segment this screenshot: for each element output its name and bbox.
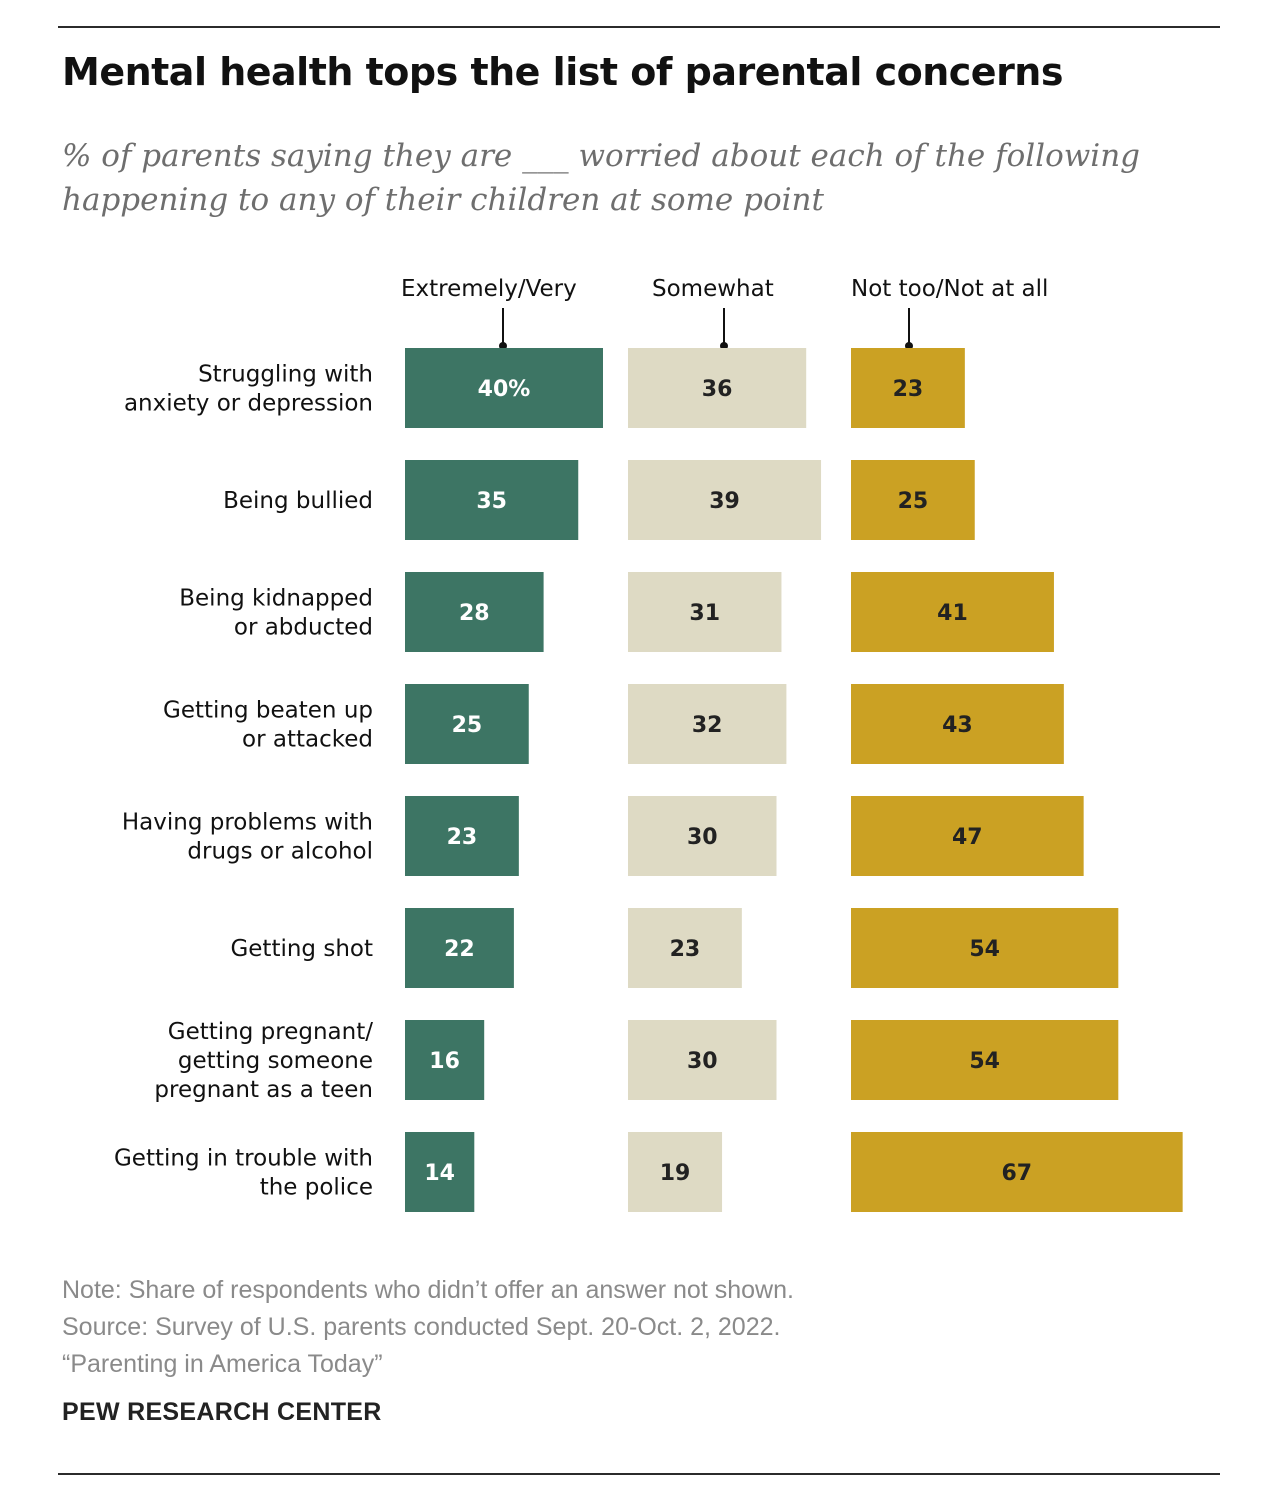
data-label: 39 [709,489,740,514]
bar [405,572,544,652]
category-label: pregnant as a teen [154,1077,373,1103]
category-label: Being bullied [223,488,373,514]
bar [628,1020,777,1100]
data-label: 14 [424,1161,455,1186]
bar [628,572,782,652]
brand-logo-text: PEW RESEARCH CENTER [62,1398,382,1426]
data-label: 43 [942,713,973,738]
bar [405,1132,475,1212]
bar [851,572,1054,652]
chart-subtitle: % of parents saying they are ___ worried… [62,138,1141,218]
bar [851,796,1084,876]
column-header-0: Extremely/Very [401,276,577,302]
category-label: anxiety or depression [124,391,373,417]
bar [628,460,822,540]
bar [628,684,787,764]
bar [851,1132,1183,1212]
column-header-2: Not too/Not at all [851,276,1048,302]
top-rule [58,26,1220,28]
bottom-rule [58,1473,1220,1475]
source-text: Source: Survey of U.S. parents conducted… [62,1313,781,1341]
bar [405,684,529,764]
category-label: drugs or alcohol [187,839,373,865]
data-label: 23 [670,937,701,962]
bar [405,908,514,988]
category-label: getting someone [178,1048,373,1074]
data-label: 35 [476,489,507,514]
data-label: 23 [447,825,478,850]
data-label: 36 [702,377,733,402]
bar-chart: Extremely/Very Somewhat Not too/Not at all… [114,276,1183,1212]
column-header-1: Somewhat [652,276,774,302]
bar [628,1132,723,1212]
category-label: Being kidnapped [179,586,373,612]
data-label: 25 [452,713,483,738]
data-label: 22 [444,937,475,962]
category-label: or attacked [242,727,373,753]
category-label: Struggling with [198,362,373,388]
category-label: or abducted [234,615,373,641]
data-label: 19 [660,1161,691,1186]
bar [851,908,1119,988]
data-label: 30 [687,825,718,850]
bar [628,796,777,876]
bar [851,684,1064,764]
data-label: 28 [459,601,490,626]
data-label: 47 [952,825,983,850]
bar [405,460,579,540]
bar [851,460,975,540]
category-label: the police [260,1175,373,1201]
data-label: 25 [898,489,929,514]
data-label: 16 [429,1049,460,1074]
report-title: “Parenting in America Today” [62,1350,383,1378]
category-label: Getting shot [230,936,373,962]
data-label: 41 [937,601,968,626]
category-label: Having problems with [122,810,373,836]
data-label: 54 [969,1049,1000,1074]
bar [405,796,519,876]
data-label: 31 [689,601,720,626]
bar [851,348,965,428]
bar [405,348,603,428]
data-label: 54 [969,937,1000,962]
category-label: Getting in trouble with [114,1146,373,1172]
bar [628,348,807,428]
bar [405,1020,485,1100]
data-label: 23 [893,377,924,402]
category-label: Getting beaten up [163,698,373,724]
bar [851,1020,1119,1100]
category-label: Getting pregnant/ [168,1019,373,1045]
data-label: 30 [687,1049,718,1074]
chart-title: Mental health tops the list of parental … [62,50,1063,94]
data-label: 32 [692,713,723,738]
data-label: 67 [1002,1161,1033,1186]
chart-notes: Note: Share of respondents who didn’t of… [62,1272,794,1383]
note-text: Note: Share of respondents who didn’t of… [62,1276,794,1304]
bar [628,908,742,988]
data-label: 40% [478,377,531,402]
